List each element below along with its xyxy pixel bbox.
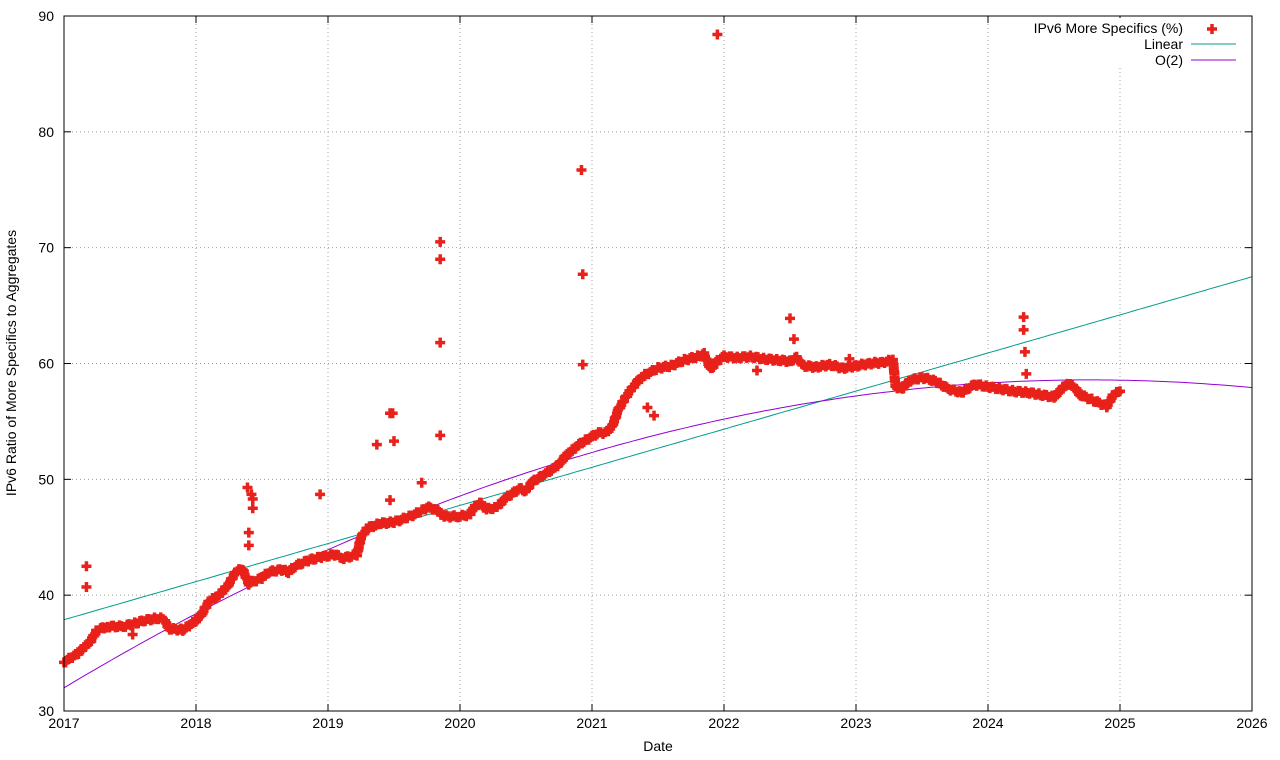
legend-label-linear: Linear <box>1144 36 1183 52</box>
data-point-outlier <box>243 527 254 538</box>
y-axis-label: IPv6 Ratio of More Specifics to Aggregat… <box>3 230 19 496</box>
data-point-outlier <box>81 582 92 593</box>
data-point-outlier <box>389 436 399 447</box>
data-point-outlier <box>577 359 588 370</box>
data-point-outlier <box>242 482 253 493</box>
data-point-outlier <box>1021 368 1032 379</box>
data-point-outlier <box>642 402 653 413</box>
data-point-outlier <box>243 540 254 551</box>
data-point-outlier <box>247 494 258 505</box>
data-point-outlier <box>315 489 326 500</box>
data-point-outlier <box>577 269 588 280</box>
x-tick-label: 2024 <box>972 715 1003 731</box>
legend-label-quadratic: O(2) <box>1155 52 1183 68</box>
y-tick-label: 80 <box>38 124 54 140</box>
legend-marker-points <box>1207 24 1217 34</box>
data-point-outlier <box>127 629 138 640</box>
series-points <box>59 29 1125 668</box>
y-tick-label: 70 <box>38 240 54 256</box>
y-tick-label: 60 <box>38 356 54 372</box>
data-point-outlier <box>1018 324 1029 335</box>
y-tick-label: 90 <box>38 8 54 24</box>
x-tick-label: 2020 <box>444 715 475 731</box>
axes: 2017 2018 2019 2020 2021 2022 2023 2024 2025 2026… <box>38 8 1267 731</box>
data-point-outlier <box>81 561 92 572</box>
x-tick-label: 2022 <box>708 715 739 731</box>
data-point-outlier <box>387 408 398 419</box>
y-tick-label: 30 <box>38 703 54 719</box>
data-point-outlier <box>844 353 855 364</box>
x-tick-label: 2021 <box>576 715 607 731</box>
y-tick-label: 40 <box>38 587 54 603</box>
series-line-linear <box>63 276 1253 621</box>
data-point-outlier <box>435 337 446 348</box>
data-point-outlier <box>788 334 799 345</box>
y-tick-label: 50 <box>38 471 54 487</box>
data-point-outlier <box>712 29 723 40</box>
x-tick-label: 2018 <box>180 715 211 731</box>
x-tick-label: 2023 <box>840 715 871 731</box>
x-tick-label: 2025 <box>1104 715 1135 731</box>
data-point-outlier <box>435 236 446 247</box>
legend-marker-cross <box>1207 24 1217 34</box>
data-point-outlier <box>435 254 446 265</box>
data-point-outlier <box>247 503 258 514</box>
legend-label-points: IPv6 More Specifics (%) <box>1034 20 1183 36</box>
data-point-outlier <box>1019 346 1030 357</box>
plot-area <box>59 29 1253 689</box>
data-point <box>1115 386 1125 397</box>
data-point-outlier <box>576 165 587 176</box>
x-tick-label: 2019 <box>312 715 343 731</box>
legend: IPv6 More Specifics (%) Linear O(2) <box>1006 18 1246 68</box>
x-axis-label: Date <box>643 738 673 754</box>
x-tick-label: 2026 <box>1236 715 1267 731</box>
data-point-outlier <box>785 313 795 324</box>
data-point-outlier <box>649 410 660 421</box>
data-point-outlier <box>1018 312 1029 323</box>
data-point-outlier <box>416 477 427 488</box>
data-point-outlier <box>435 430 446 441</box>
data-point-outlier <box>385 495 396 506</box>
data-point-outlier <box>371 439 382 450</box>
x-tick-label: 2017 <box>48 715 79 731</box>
data-point-outlier <box>752 365 762 376</box>
